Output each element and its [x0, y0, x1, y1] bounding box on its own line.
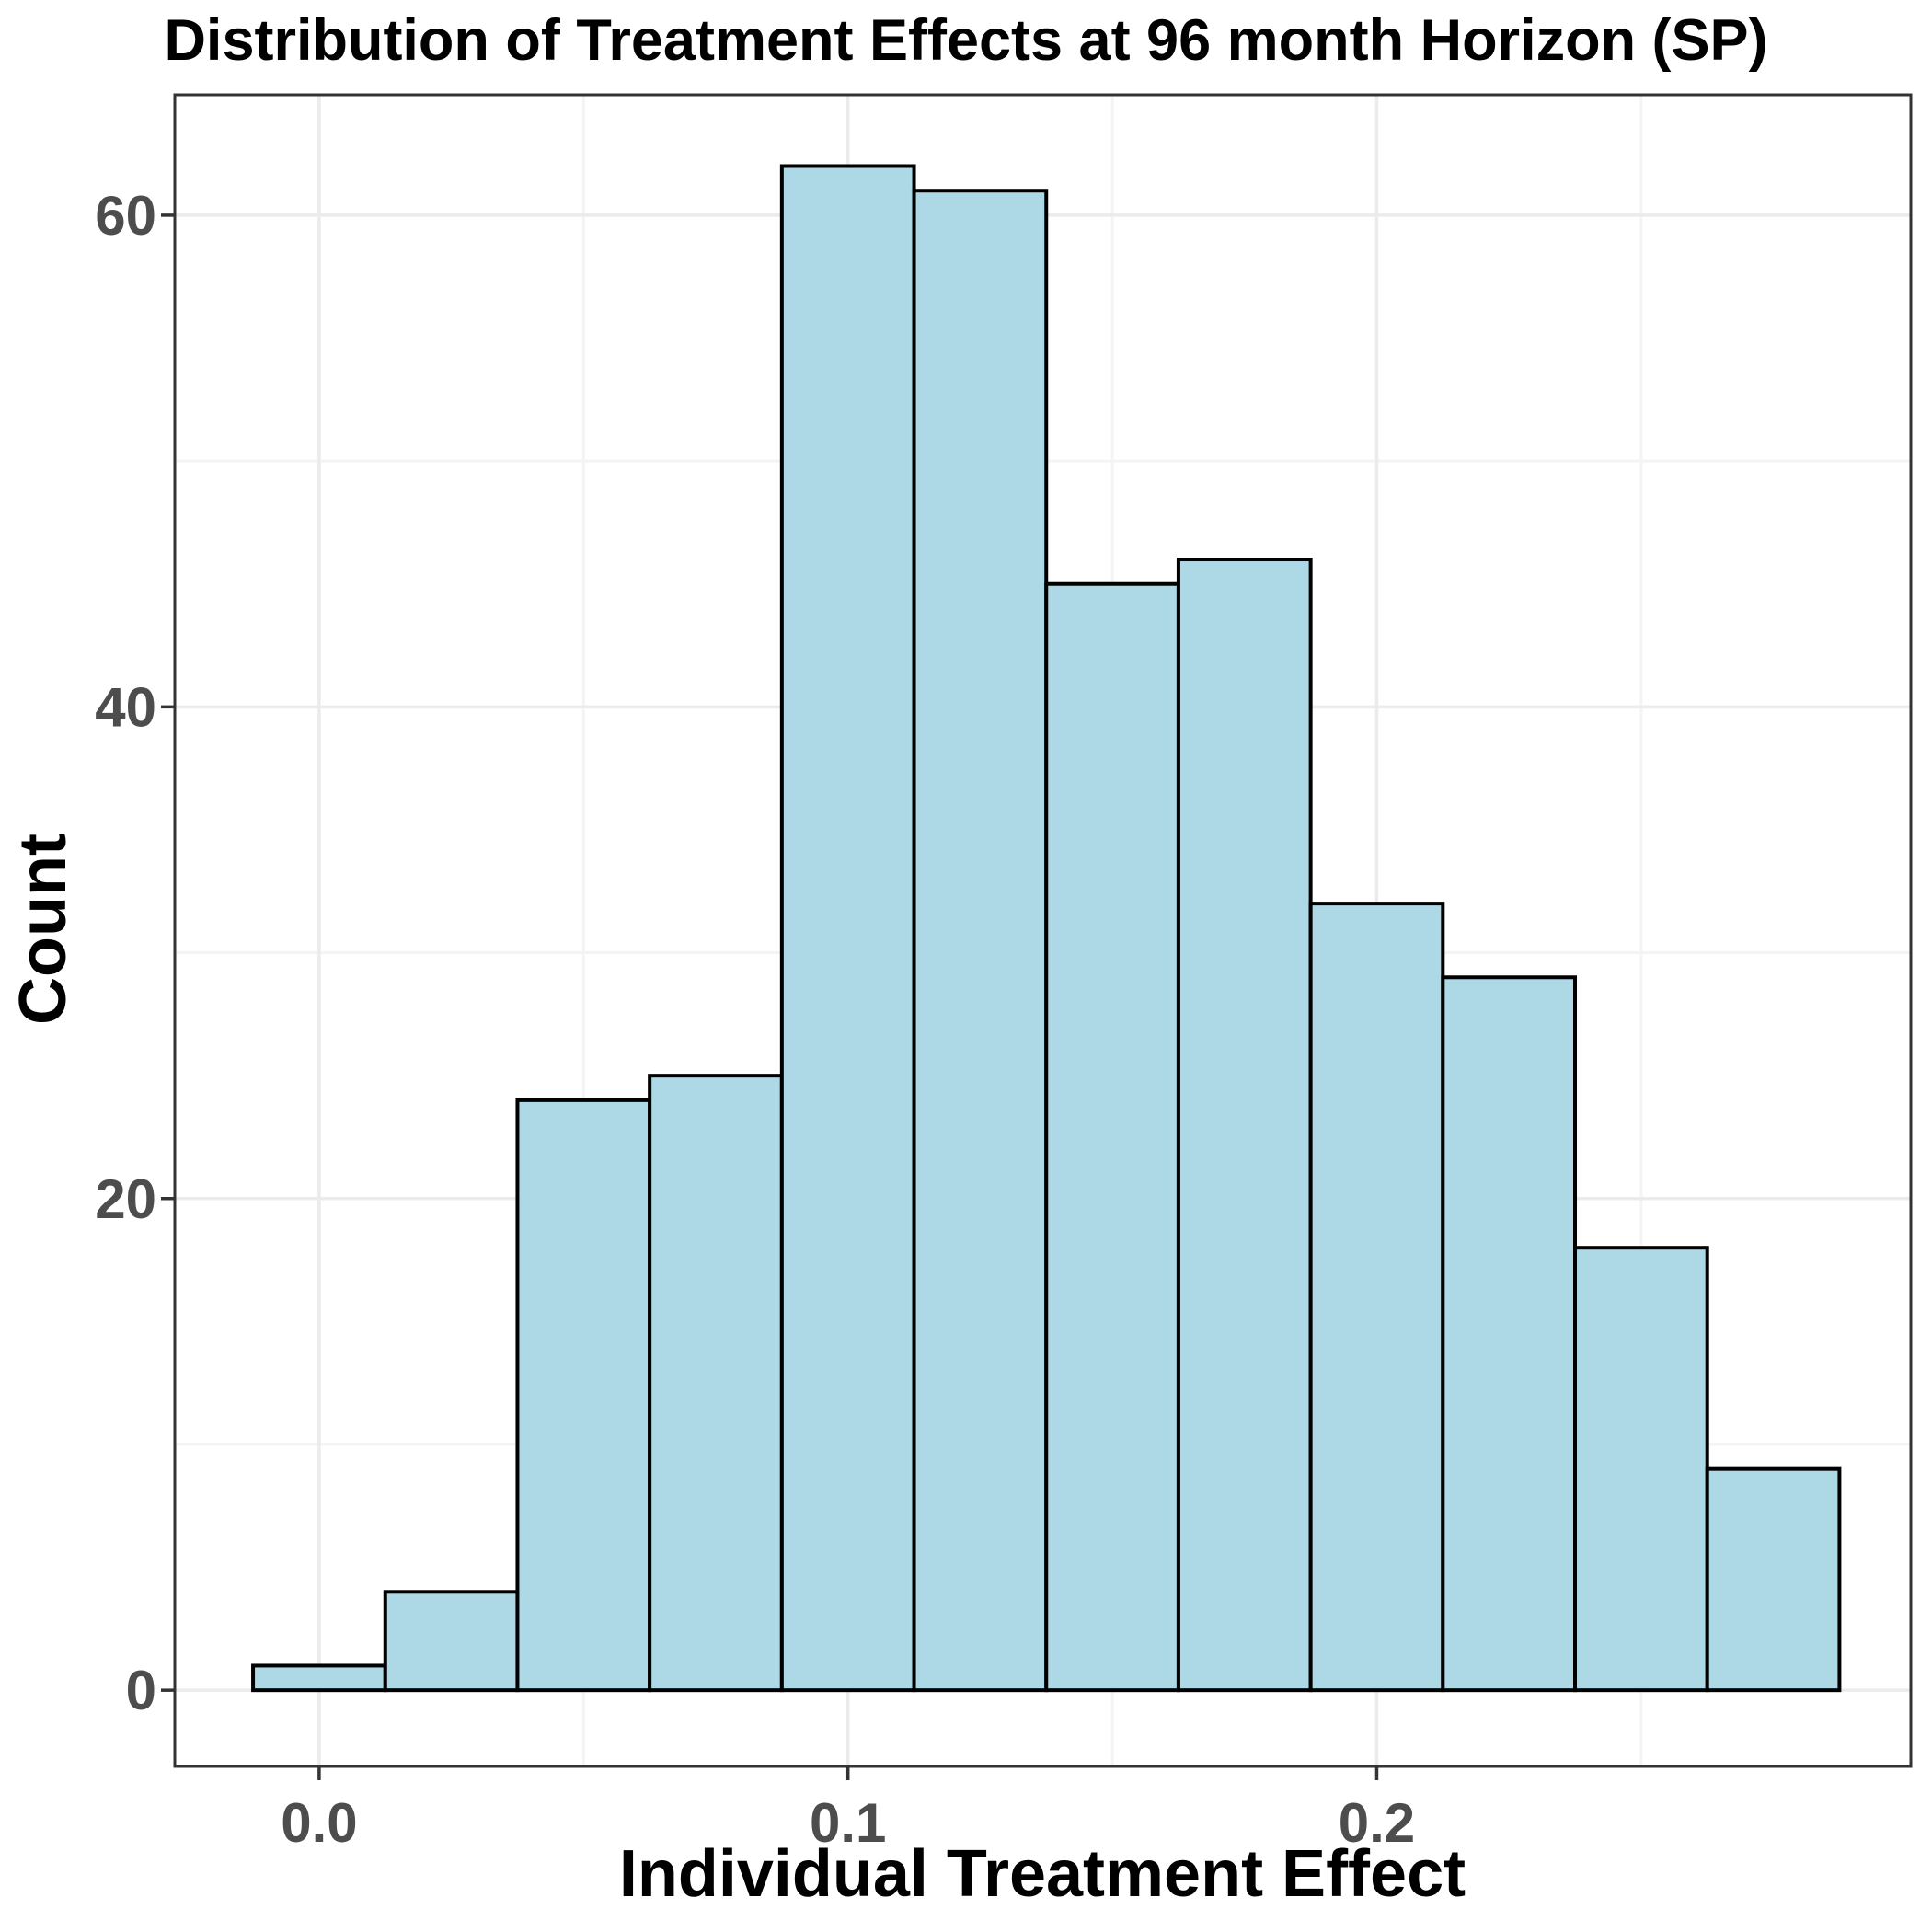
y-tick-label: 20	[95, 1168, 156, 1230]
y-tick-label: 60	[95, 185, 156, 247]
x-axis-title: Individual Treatment Effect	[618, 1837, 1466, 1911]
x-tick-label: 0.1	[810, 1792, 886, 1854]
histogram-bar	[1044, 581, 1180, 1693]
histogram-bar	[383, 1590, 520, 1693]
histogram-bar	[1441, 975, 1578, 1693]
histogram-bar	[1705, 1466, 1842, 1693]
histogram-bar	[1176, 558, 1313, 1693]
histogram-bar	[1573, 1246, 1709, 1693]
x-tick-label: 0.0	[281, 1792, 357, 1854]
histogram-bar	[779, 164, 916, 1693]
y-tick-label: 0	[126, 1660, 156, 1721]
chart-title: Distribution of Treatment Effects at 96 …	[164, 8, 1768, 73]
x-tick-label: 0.2	[1339, 1792, 1415, 1854]
histogram-bar	[1308, 902, 1445, 1693]
histogram-bar	[912, 189, 1049, 1693]
y-tick-label: 40	[95, 676, 156, 738]
histogram-bar	[515, 1098, 652, 1693]
panel-border	[173, 93, 1913, 1768]
histogram-bar	[251, 1663, 387, 1693]
histogram-bar	[648, 1074, 784, 1693]
